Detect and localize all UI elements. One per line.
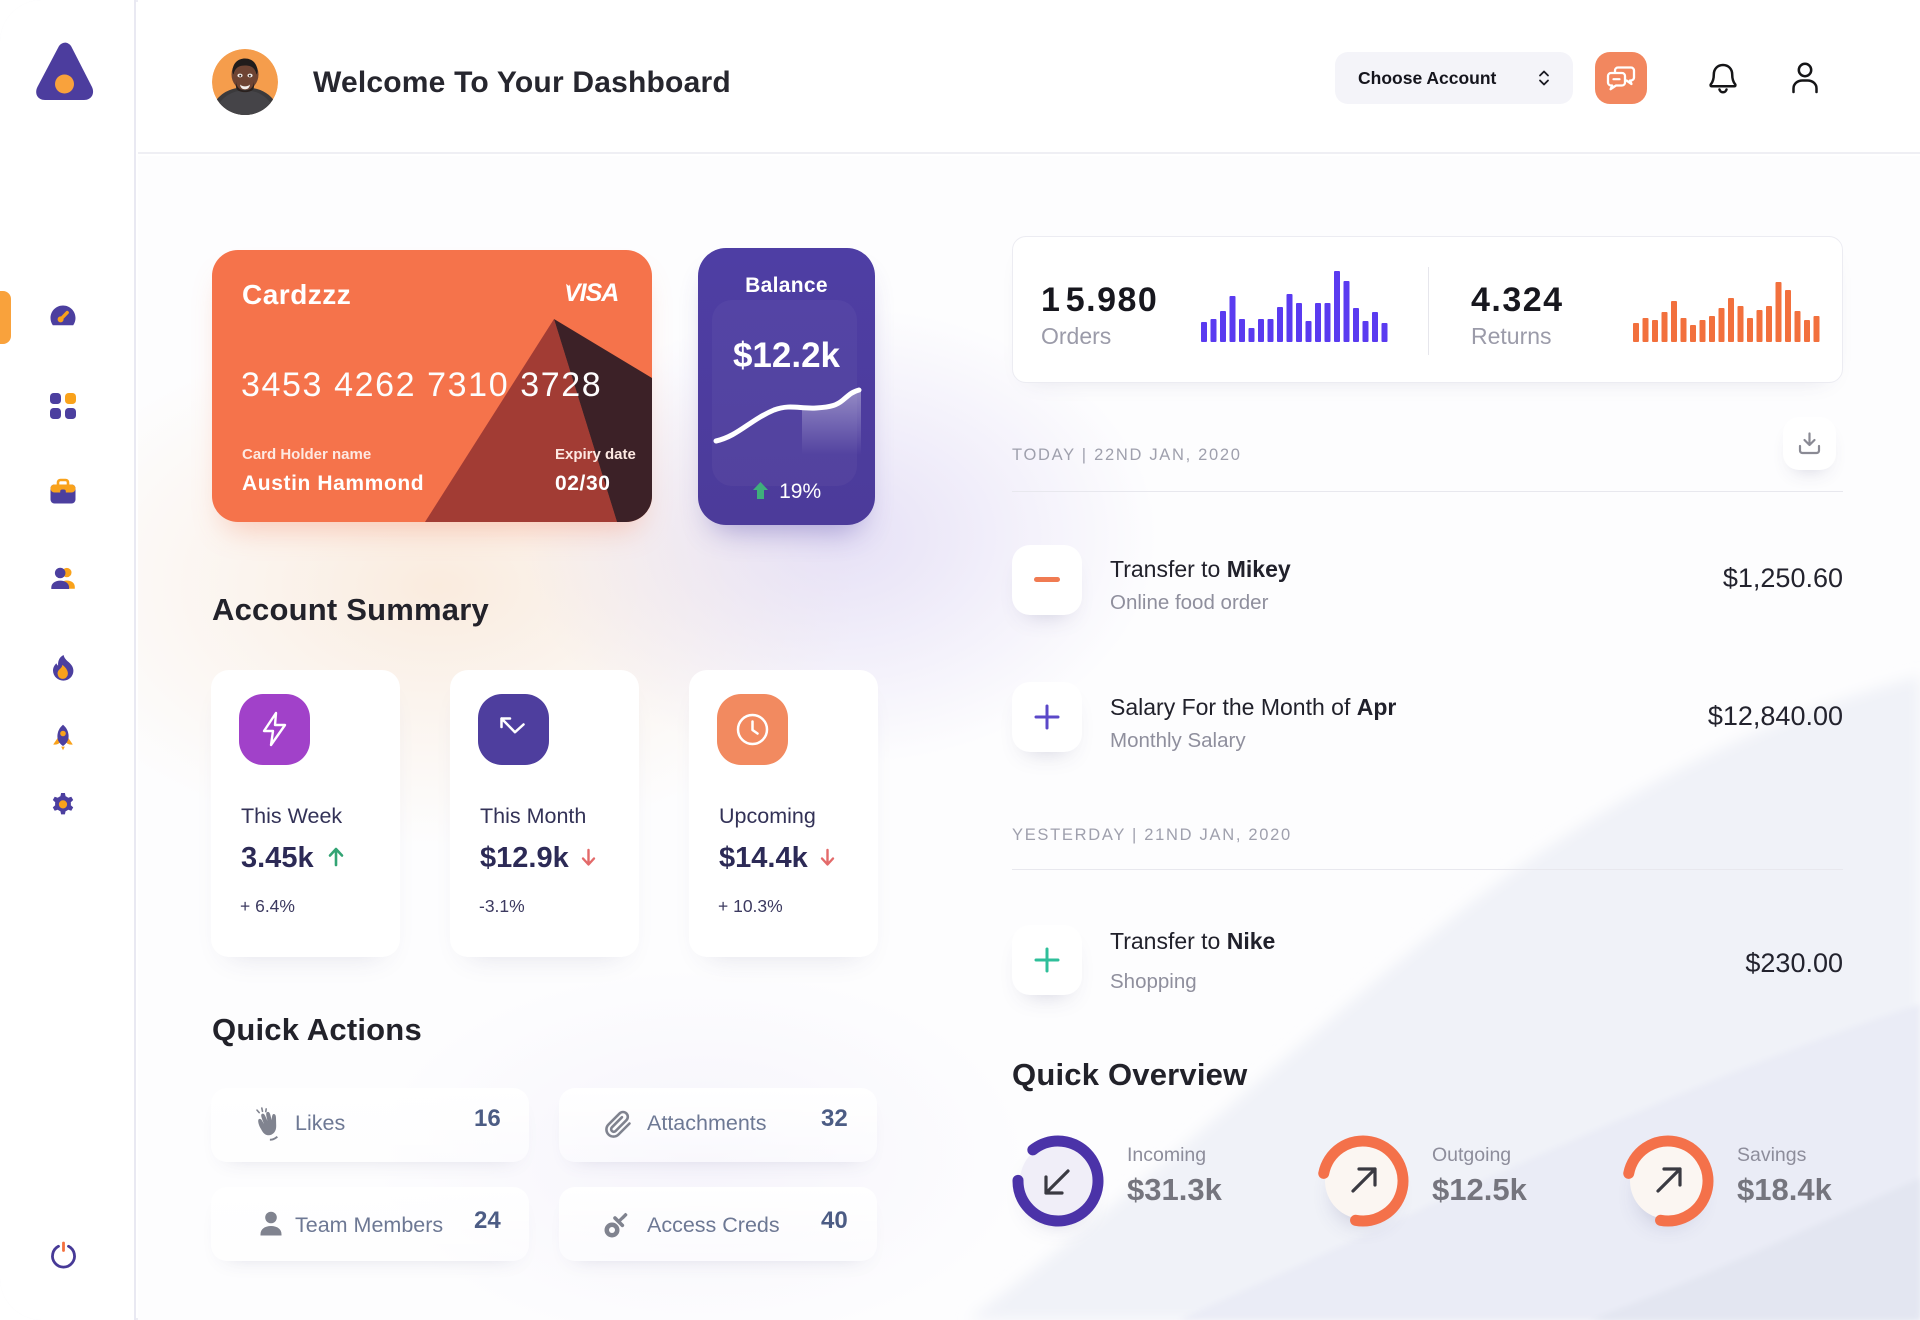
svg-text:VISA: VISA (564, 280, 618, 306)
